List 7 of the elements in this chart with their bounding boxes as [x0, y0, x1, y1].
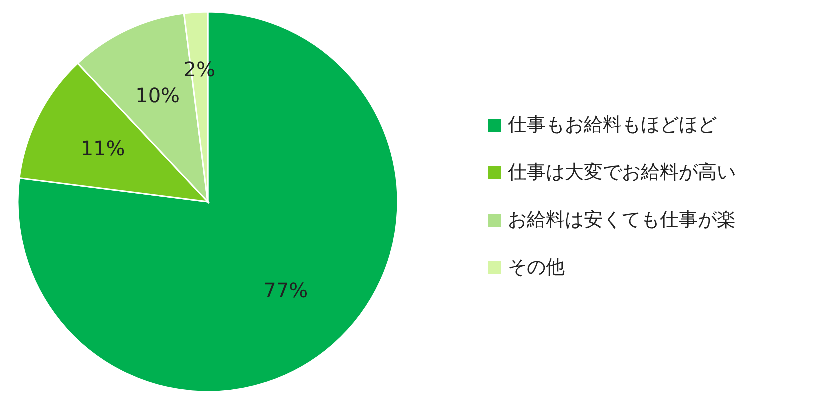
data-label: 10%: [136, 83, 180, 108]
data-label: 77%: [264, 278, 308, 302]
legend-label: お給料は安くても仕事が楽: [508, 209, 736, 231]
data-label: 11%: [80, 136, 126, 161]
legend-label: 仕事は大変でお給料が高い: [507, 162, 736, 184]
legend-label: 仕事もお給料もほどほど: [507, 114, 717, 136]
legend-label: その他: [508, 256, 565, 278]
